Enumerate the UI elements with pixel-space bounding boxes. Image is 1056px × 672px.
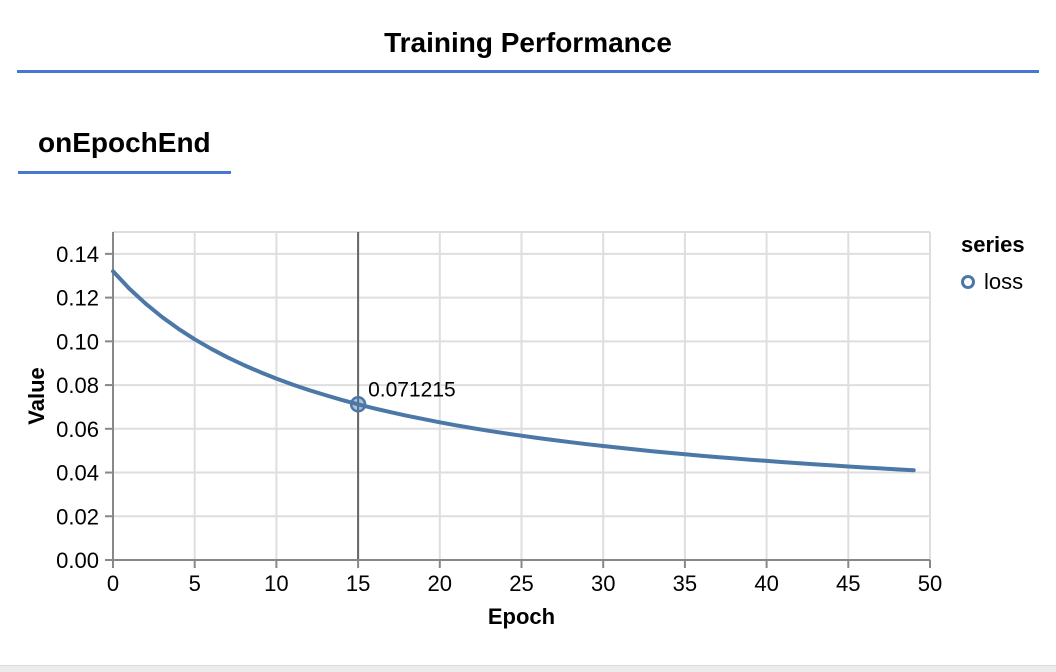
y-tick-label: 0.12 (56, 286, 99, 311)
section-heading: onEpochEnd (38, 127, 211, 158)
y-tick-label: 0.14 (56, 242, 99, 267)
y-tick-label: 0.10 (56, 329, 99, 354)
legend-item-label: loss (984, 269, 1024, 294)
legend-item-loss[interactable]: loss (961, 269, 1025, 295)
x-tick-label: 15 (346, 571, 370, 596)
x-tick-label: 35 (673, 571, 697, 596)
x-tick-label: 0 (107, 571, 119, 596)
x-tick-label: 40 (754, 571, 778, 596)
x-tick-label: 25 (509, 571, 533, 596)
page-title: Training Performance (384, 27, 672, 58)
chart-legend: series loss (961, 232, 1025, 295)
x-tick-label: 45 (836, 571, 860, 596)
y-tick-label: 0.06 (56, 417, 99, 442)
legend-title: series (961, 232, 1025, 257)
section-divider (18, 171, 231, 174)
circle-outline-icon (961, 275, 975, 289)
y-tick-label: 0.04 (56, 461, 99, 486)
y-tick-label: 0.02 (56, 504, 99, 529)
y-tick-label: 0.08 (56, 373, 99, 398)
y-axis-title: Value (24, 367, 49, 424)
x-tick-label: 50 (918, 571, 942, 596)
loss-curve (111, 269, 916, 473)
x-tick-label: 20 (428, 571, 452, 596)
highlighted-point (349, 396, 367, 413)
y-tick-label: 0.00 (56, 548, 99, 573)
x-axis-title: Epoch (488, 604, 555, 629)
x-tick-label: 10 (264, 571, 288, 596)
title-divider (17, 70, 1039, 73)
x-tick-label: 30 (591, 571, 615, 596)
x-tick-label: 5 (189, 571, 201, 596)
bottom-scroll-strip (0, 665, 1056, 672)
point-value-label: 0.071215 (368, 378, 456, 401)
